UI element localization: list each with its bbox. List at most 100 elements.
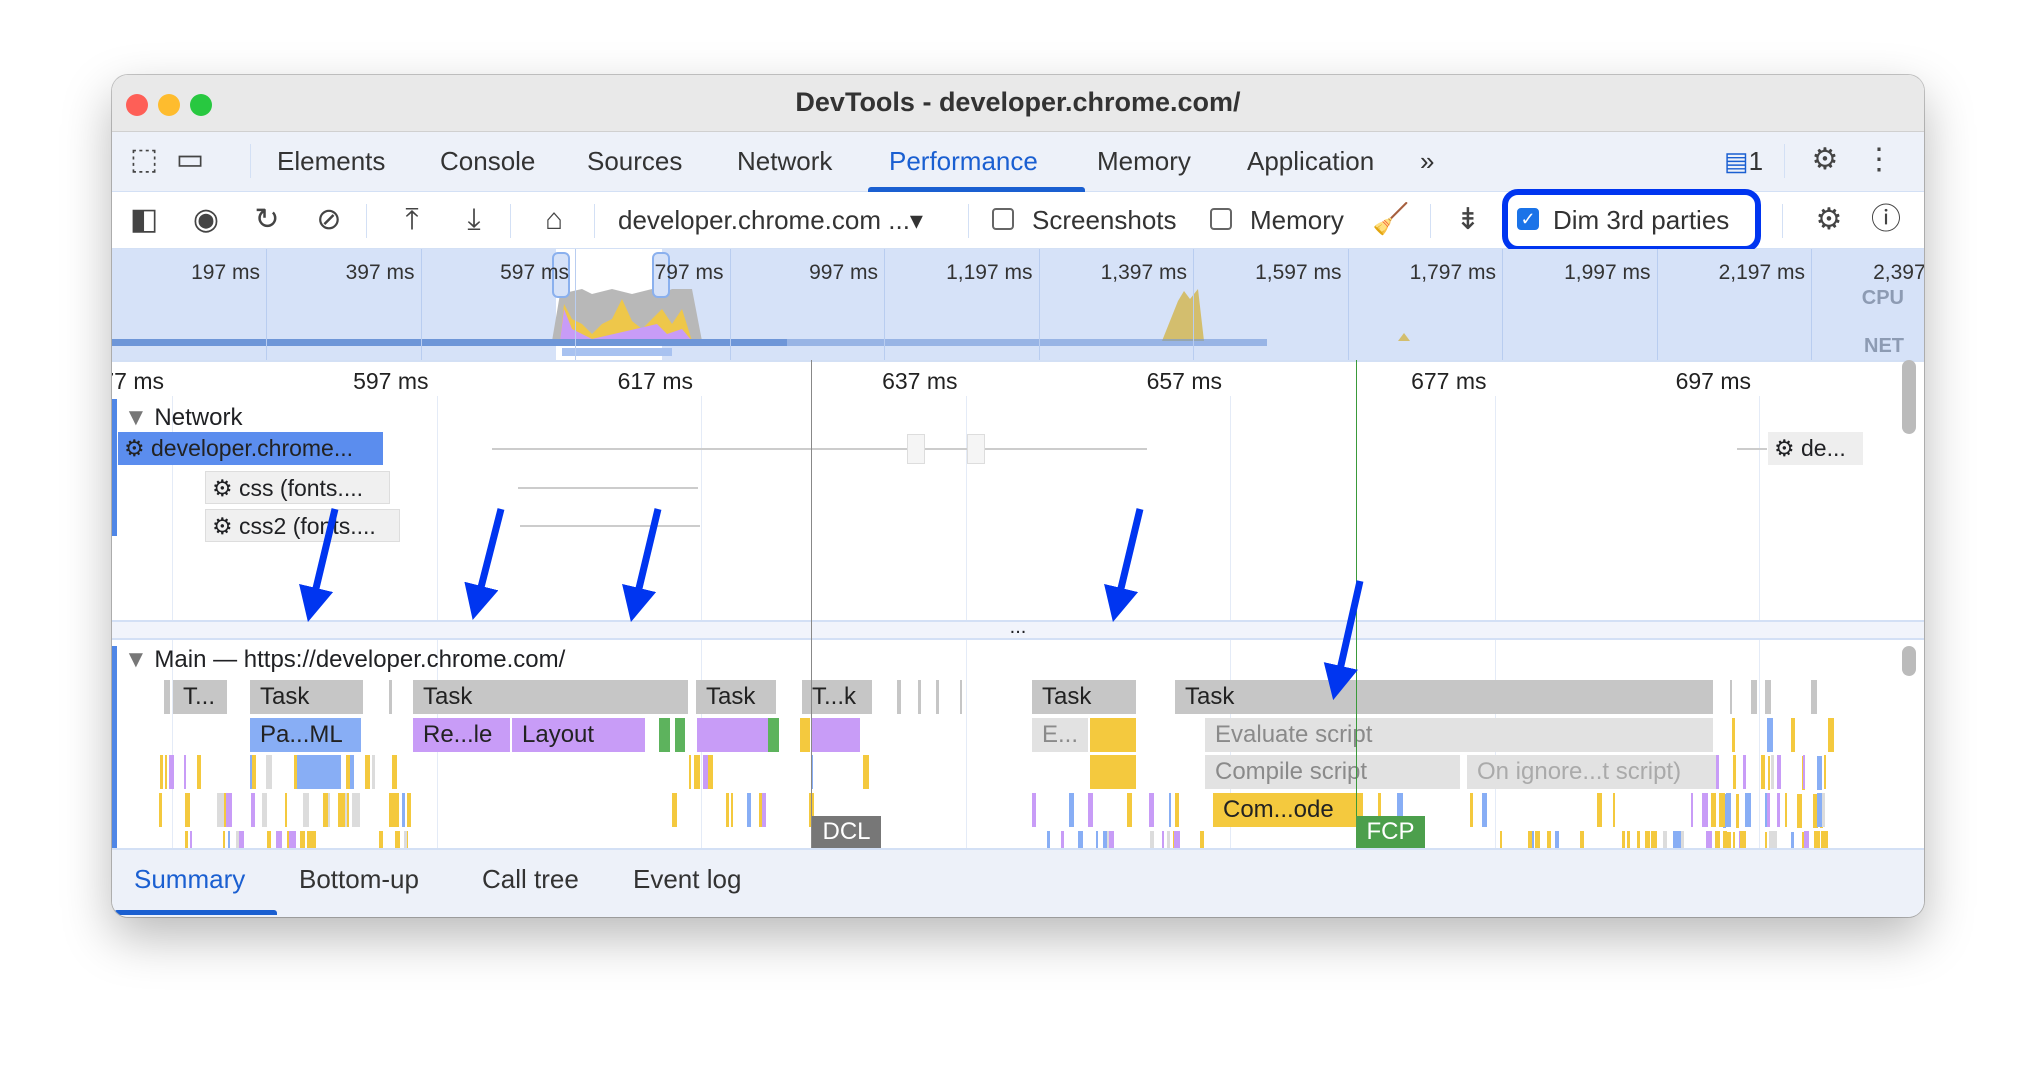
track-resize-handle[interactable]: ... [112,617,1924,640]
trace-event-sliver[interactable] [1714,755,1719,789]
trace-event-sliver[interactable] [1068,793,1075,827]
trace-event-sliver[interactable] [1821,793,1826,827]
dim-3rd-parties-checkbox[interactable]: ✓ [1517,208,1539,230]
tab-bottom-up[interactable]: Bottom-up [299,864,419,894]
trace-event-sliver[interactable] [220,793,224,827]
trace-event-sliver[interactable] [159,793,163,827]
trace-event-sliver[interactable] [693,755,700,789]
screenshots-checkbox[interactable] [992,208,1014,230]
trace-event-sliver[interactable] [169,755,174,789]
trace-event-sliver[interactable] [217,793,223,827]
trace-event-sliver[interactable] [1397,793,1403,827]
trace-event-sliver[interactable] [354,793,361,827]
rendering-block[interactable] [697,718,768,752]
tab-memory[interactable]: Memory [1097,146,1191,176]
tab-elements[interactable]: Elements [277,146,386,176]
trace-event-sliver[interactable] [184,793,190,827]
memory-checkbox[interactable] [1210,208,1232,230]
trace-event-sliver[interactable] [164,755,168,789]
tab-sources[interactable]: Sources [587,146,683,176]
trace-event-sliver[interactable] [407,793,412,827]
trace-event-sliver[interactable] [1032,793,1036,827]
parse-html-child-block[interactable] [297,755,341,789]
trace-event-sliver[interactable] [351,793,356,827]
trace-event-sliver[interactable] [302,793,309,827]
trace-event-sliver[interactable] [391,793,394,827]
main-track-header[interactable]: ▼ Main — https://developer.chrome.com/ [124,646,565,674]
trace-event-sliver[interactable] [730,793,733,827]
trace-event-sliver[interactable] [1742,755,1747,789]
trace-event-sliver[interactable] [372,755,376,789]
trace-event-sliver[interactable] [393,793,398,827]
trace-event-sliver[interactable] [159,755,164,789]
task-block[interactable]: Task [250,680,363,714]
compile-script-block[interactable]: Compile script [1205,755,1460,789]
task-block[interactable]: T...k [802,680,872,714]
trace-event-sliver[interactable] [1733,755,1736,789]
script-block[interactable] [800,718,810,752]
trace-event-sliver[interactable] [1148,793,1154,827]
trace-event-sliver[interactable] [164,680,170,714]
trace-event-sliver[interactable] [863,755,870,789]
minimize-button[interactable] [158,94,180,116]
trace-event-sliver[interactable] [183,755,186,789]
clear-icon[interactable]: ⊘ [316,203,342,236]
script-block[interactable] [1090,718,1136,752]
trace-event-sliver[interactable] [1777,755,1782,789]
on-ignore-list-block[interactable]: On ignore...t script) [1467,755,1716,789]
compile-code-block[interactable]: Com...ode [1213,793,1363,827]
network-request[interactable]: ⚙ de... [1768,432,1863,465]
upload-icon[interactable]: ⤒ [405,203,419,236]
trace-event-sliver[interactable] [1725,793,1731,827]
trace-event-sliver[interactable] [959,680,963,714]
selection-handle-right[interactable] [652,252,670,298]
trace-event-sliver[interactable] [1736,794,1739,828]
trace-event-sliver[interactable] [1169,793,1172,827]
trace-event-sliver[interactable] [226,793,233,827]
more-tabs-icon[interactable]: » [1420,146,1435,176]
trace-event-sliver[interactable] [1812,794,1818,828]
trace-event-sliver[interactable] [1730,680,1733,714]
recalculate-style-block[interactable]: Re...le [413,718,510,752]
trace-event-sliver[interactable] [761,793,767,827]
trace-event-sliver[interactable] [1482,793,1487,827]
trace-event-sliver[interactable] [688,755,691,789]
trace-event-sliver[interactable] [337,793,342,827]
trace-event-sliver[interactable] [1087,793,1094,827]
trace-event-sliver[interactable] [1751,680,1756,714]
tab-network[interactable]: Network [737,146,833,176]
task-block[interactable]: T... [173,680,227,714]
trace-event-sliver[interactable] [708,755,711,789]
recording-select[interactable]: developer.chrome.com ...▾ [618,205,923,236]
network-request[interactable]: ⚙ css2 (fonts.... [205,509,400,542]
trace-event-sliver[interactable] [1816,793,1822,827]
trace-event-sliver[interactable] [340,793,346,827]
more-options-icon[interactable]: ⋮ [1864,143,1894,176]
trace-event-sliver[interactable] [710,755,714,789]
trace-event-sliver[interactable] [1823,755,1826,789]
issues-button[interactable]: ▤1 [1724,146,1763,177]
task-block[interactable]: Task [1175,680,1713,714]
fcp-marker[interactable]: FCP [1356,816,1425,848]
trace-event-sliver[interactable] [1765,793,1768,827]
layout-block[interactable]: Layout [511,718,645,752]
trace-event-sliver[interactable] [388,680,392,714]
reload-record-icon[interactable]: ↻ [254,203,280,236]
trace-event-sliver[interactable] [364,755,371,789]
trace-event-sliver[interactable] [759,793,763,827]
trace-event-sliver[interactable] [1690,793,1693,827]
trace-event-sliver[interactable] [391,755,398,789]
selection-handle-left[interactable] [552,252,570,298]
download-icon[interactable]: ⤓ [467,203,481,236]
script-block[interactable] [1090,755,1136,789]
capture-settings-gear-icon[interactable]: ⚙ [1815,203,1843,236]
trace-event-sliver[interactable] [349,755,355,789]
tab-console[interactable]: Console [440,146,536,176]
trace-event-sliver[interactable] [897,680,901,714]
trace-event-sliver[interactable] [1612,793,1616,827]
trace-event-sliver[interactable] [326,793,331,827]
trace-event-sliver[interactable] [1175,793,1179,827]
trace-event-sliver[interactable] [1126,793,1132,827]
task-block[interactable]: Task [1032,680,1136,714]
timeline-overview[interactable]: CPU NET 197 ms 397 ms 597 ms 797 ms 997 ms 1,… [112,249,1924,360]
